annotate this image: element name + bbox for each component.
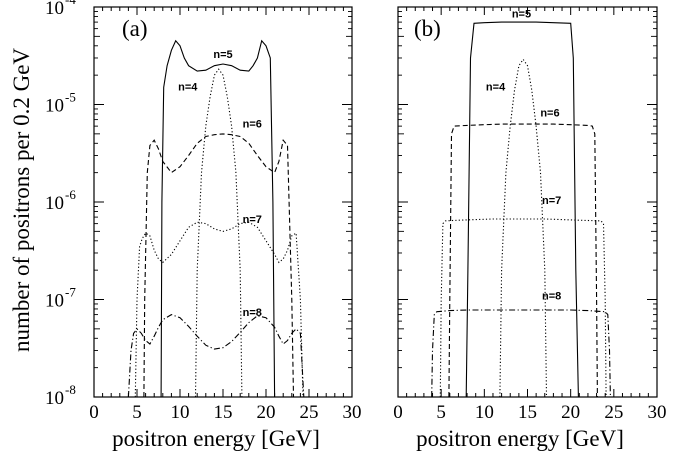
y-tick-label-a: 10	[45, 193, 64, 214]
series-n=4-line-a	[194, 68, 243, 398]
x-tick-label-b: 30	[648, 402, 667, 423]
y-tick-exponent-a: -6	[65, 187, 76, 202]
panel-a: 05101520253010-810-710-610-510-4n=5n=4n=…	[45, 0, 362, 423]
series-n=8-line-b	[431, 309, 611, 398]
x-tick-label-b: 25	[604, 402, 623, 423]
series-n=5-line-b	[465, 21, 579, 398]
series-label-n=4-b: n=4	[486, 81, 506, 93]
y-tick-exponent-a: -5	[65, 90, 76, 105]
x-tick-label-a: 15	[214, 402, 233, 423]
y-tick-label-a: 10	[45, 96, 64, 117]
x-tick-label-b: 15	[518, 402, 537, 423]
series-n=6-line-a	[143, 133, 295, 398]
y-tick-exponent-a: -7	[65, 285, 76, 300]
y-tick-label-a: 10	[45, 0, 64, 19]
panel-label-a: (a)	[122, 16, 148, 41]
series-label-n=6-b: n=6	[540, 108, 559, 120]
series-n=7-line-a	[134, 221, 304, 398]
series-label-n=8-a: n=8	[243, 307, 262, 319]
x-tick-label-a: 25	[300, 402, 319, 423]
series-label-n=5-a: n=5	[213, 49, 232, 61]
y-tick-exponent-a: -8	[65, 382, 76, 397]
x-tick-label-a: 20	[257, 402, 276, 423]
x-axis-title-a: positron energy [GeV]	[112, 426, 320, 451]
panel-b: 0 5 10 15 20 25 30 n=5 n=4 n=6 n=7 n=8	[393, 6, 667, 423]
y-tick-exponent-a: -4	[65, 0, 76, 7]
x-tick-label-b: 5	[436, 402, 446, 423]
series-label-n=4-a: n=4	[178, 81, 198, 93]
x-tick-label-a: 0	[89, 402, 99, 423]
x-tick-label-b: 20	[561, 402, 580, 423]
series-label-n=6-a: n=6	[243, 119, 262, 131]
panel-label-b: (b)	[414, 16, 441, 41]
series-label-n=7-b: n=7	[542, 195, 561, 207]
series-n=8-line-a	[127, 313, 305, 398]
series-n=5-line-a	[160, 39, 276, 398]
y-axis-title: number of positrons per 0.2 GeV	[9, 48, 34, 352]
y-tick-label-a: 10	[45, 388, 64, 409]
x-tick-label-b: 0	[393, 402, 403, 423]
series-label-n=7-a: n=7	[243, 214, 262, 226]
x-axis-title-b: positron energy [GeV]	[416, 426, 624, 451]
series-n=4-line-b	[499, 58, 548, 398]
series-label-n=5-b: n=5	[512, 9, 531, 21]
x-tick-label-a: 5	[132, 402, 142, 423]
series-n=6-line-b	[448, 123, 598, 398]
y-tick-label-a: 10	[45, 291, 64, 312]
series-label-n=8-b: n=8	[542, 291, 561, 303]
plot-frame-a	[93, 6, 353, 398]
series-n=7-line-b	[439, 218, 607, 398]
x-tick-label-a: 30	[343, 402, 362, 423]
x-tick-label-b: 10	[475, 402, 494, 423]
x-tick-label-a: 10	[171, 402, 190, 423]
